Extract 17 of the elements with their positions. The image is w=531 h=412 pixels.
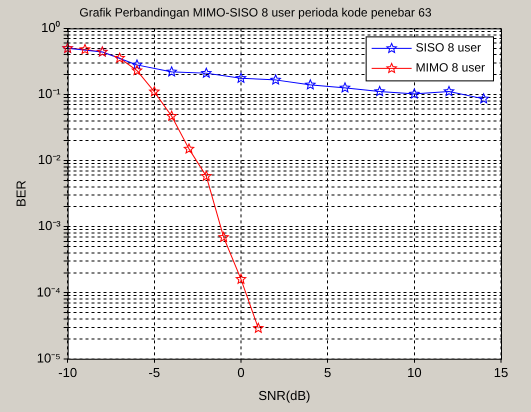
y-tick-label: 10⁻¹ (38, 86, 62, 102)
x-tick-label: 0 (237, 365, 245, 380)
y-tick-label: 10⁻⁵ (36, 350, 61, 366)
x-tick-label: 5 (324, 365, 332, 380)
legend-label: MIMO 8 user (416, 60, 486, 75)
x-axis-title: SNR(dB) (258, 388, 310, 403)
x-tick-label: -5 (148, 365, 160, 380)
y-tick-label: 10⁻² (38, 152, 62, 168)
y-tick-label: 10⁻⁴ (36, 284, 61, 300)
y-tick-label: 10⁻³ (38, 218, 62, 234)
chart-title: Grafik Perbandingan MIMO-SISO 8 user perioda kode penebar 63 (79, 6, 432, 20)
y-tick-label: 10⁰ (41, 20, 61, 35)
x-tick-label: -10 (58, 365, 78, 380)
x-tick-label: 10 (407, 365, 422, 380)
legend-label: SISO 8 user (416, 40, 482, 55)
y-axis-title: BER (13, 180, 28, 207)
x-tick-label: 15 (494, 365, 508, 380)
